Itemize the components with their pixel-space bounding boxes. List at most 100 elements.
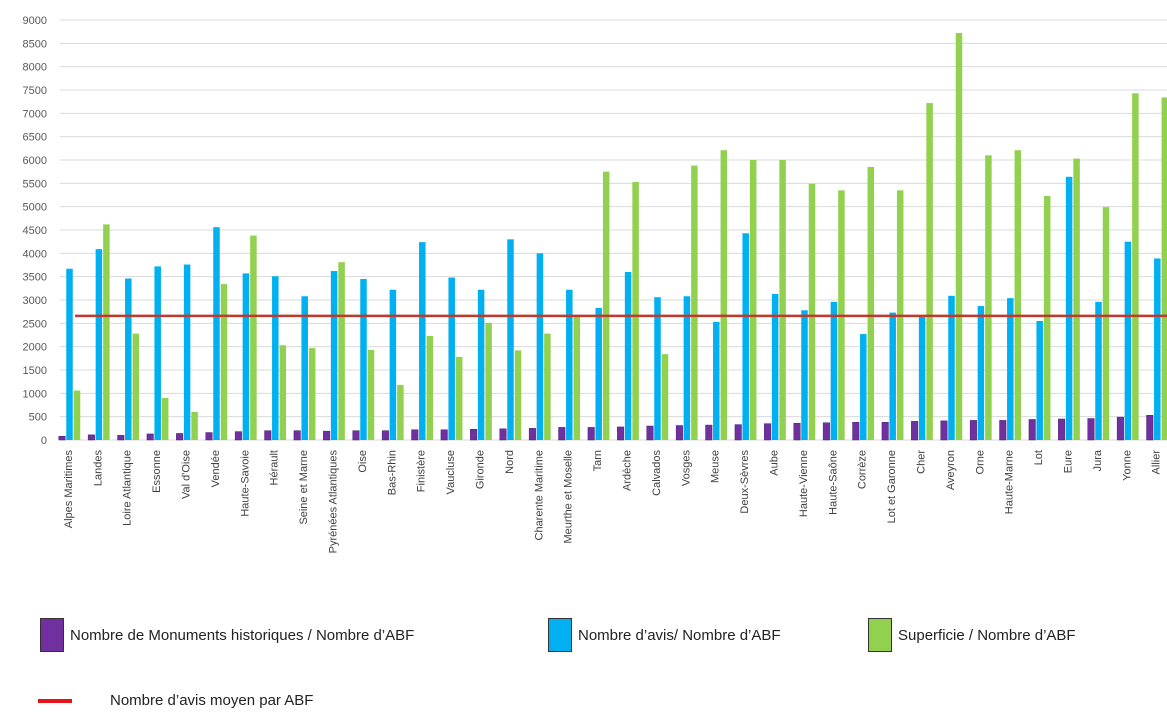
bar — [213, 227, 220, 440]
bar — [146, 433, 154, 441]
x-tick-label: Vaucluse — [445, 450, 457, 494]
bar — [330, 271, 338, 440]
bar — [426, 335, 434, 440]
bar — [1161, 97, 1167, 440]
y-tick-label: 6500 — [23, 132, 47, 144]
bar — [528, 428, 536, 441]
legend: Nombre de Monuments historiques / Nombre… — [0, 610, 1167, 712]
bar — [573, 316, 581, 440]
bar — [352, 430, 360, 441]
legend-item-average-line: Nombre d’avis moyen par ABF — [38, 692, 313, 709]
bar — [397, 384, 404, 440]
bar — [1043, 195, 1051, 440]
bar — [95, 249, 103, 440]
legend-swatch-monuments — [40, 618, 64, 652]
bar — [1065, 176, 1073, 441]
x-tick-label: Meurthe et Moselle — [563, 450, 575, 544]
x-tick-label: Yonne — [1121, 450, 1133, 481]
bar — [448, 277, 455, 440]
x-tick-label: Aveyron — [945, 450, 957, 490]
bar — [176, 433, 184, 441]
bar — [955, 33, 963, 441]
bar — [272, 276, 279, 440]
bar — [617, 426, 625, 441]
y-tick-label: 6000 — [23, 155, 47, 167]
bar — [860, 334, 867, 440]
y-tick-label: 4000 — [23, 248, 47, 260]
bar — [293, 430, 301, 441]
bar — [646, 425, 654, 441]
bar — [279, 345, 287, 440]
bar — [558, 427, 566, 441]
legend-swatch-superficie — [868, 618, 892, 652]
bar — [499, 428, 507, 441]
bar — [1007, 298, 1014, 440]
x-tick-label: Lot et Garonne — [886, 450, 898, 523]
y-tick-label: 7500 — [23, 85, 47, 97]
bar — [1095, 301, 1102, 440]
x-tick-label: Orne — [974, 450, 986, 474]
bar — [808, 183, 816, 441]
x-tick-label: Essonne — [151, 450, 163, 493]
x-tick-label: Deux-Sèvres — [739, 450, 751, 514]
x-tick-label: Calvados — [651, 450, 663, 496]
bar — [985, 155, 992, 441]
bar — [514, 350, 522, 440]
bar — [205, 432, 213, 441]
bar — [234, 431, 242, 441]
bar — [544, 333, 551, 440]
bar — [969, 420, 977, 441]
x-tick-label: Tarn — [592, 450, 604, 471]
bar — [918, 316, 926, 440]
bar — [323, 430, 331, 441]
bar — [822, 422, 830, 441]
x-tick-label: Finistère — [416, 450, 428, 492]
bar — [661, 354, 669, 440]
bar — [940, 420, 948, 441]
y-tick-label: 4500 — [23, 225, 47, 237]
bar — [250, 235, 257, 440]
bar — [566, 289, 573, 440]
x-tick-label: Ardèche — [622, 450, 634, 491]
bar — [66, 268, 73, 440]
legend-label-average-line: Nombre d’avis moyen par ABF — [110, 692, 314, 709]
bar — [1028, 419, 1036, 441]
x-tick-label: Nord — [504, 450, 516, 474]
bar — [713, 321, 720, 440]
bar — [161, 398, 169, 440]
x-tick-label: Pyrénées Atlantiques — [328, 450, 340, 554]
bar — [1014, 150, 1022, 440]
x-tick-label: Jura — [1092, 449, 1104, 471]
legend-swatch-avis — [548, 618, 572, 652]
bar — [691, 165, 698, 440]
bar — [587, 427, 595, 441]
x-tick-label: Haute-Vienne — [798, 450, 810, 517]
x-tick-label: Allier — [1151, 450, 1163, 475]
bar — [801, 310, 808, 440]
x-tick-label: Lot — [1033, 450, 1045, 465]
x-tick-label: Vendée — [210, 450, 222, 487]
bar — [1058, 418, 1066, 441]
bar — [881, 422, 889, 441]
bar — [470, 429, 478, 441]
bar — [948, 295, 955, 440]
bar — [705, 424, 713, 441]
x-tick-label: Landes — [92, 450, 104, 487]
x-tick-label: Bas-Rhin — [386, 450, 398, 495]
bar — [771, 293, 779, 440]
bar — [889, 312, 896, 440]
bar — [720, 150, 728, 440]
y-tick-label: 7000 — [23, 108, 47, 120]
bar — [852, 422, 860, 441]
y-tick-label: 2500 — [23, 318, 47, 330]
x-tick-label: Charente Maritime — [533, 450, 545, 540]
bar-chart: 0 500 1000 1500 2000 2500 3000 3500 4000 4500 5000… — [23, 15, 1167, 554]
bar — [1154, 258, 1161, 440]
bar — [507, 239, 514, 440]
bar — [867, 167, 875, 440]
bar — [1036, 321, 1043, 440]
y-tick-label: 2000 — [23, 342, 47, 354]
x-tick-label: Eure — [1063, 450, 1075, 473]
y-tick-label: 1000 — [23, 388, 47, 400]
y-tick-label: 1500 — [23, 365, 47, 377]
